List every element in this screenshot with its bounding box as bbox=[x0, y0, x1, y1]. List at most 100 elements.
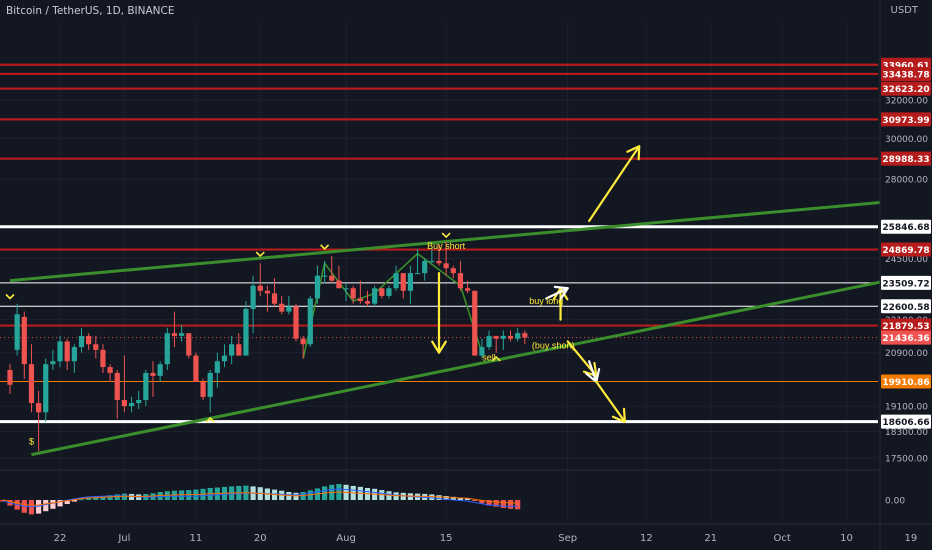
candle bbox=[357, 298, 363, 302]
chevron-marker bbox=[491, 355, 501, 362]
candle bbox=[64, 341, 70, 362]
candle bbox=[200, 381, 206, 397]
time-tick-label: Aug bbox=[336, 533, 356, 544]
level-label-box bbox=[881, 81, 931, 96]
trendline-lower-channel bbox=[31, 270, 932, 457]
macd-bar bbox=[493, 500, 499, 507]
level-label-box bbox=[881, 219, 931, 234]
candle bbox=[364, 301, 371, 304]
annotation-1: sell bbox=[482, 353, 496, 363]
price-tick-label: 19100.00 bbox=[885, 403, 928, 413]
candle bbox=[50, 361, 56, 365]
level-label-box bbox=[881, 242, 931, 257]
level-label: 22600.58 bbox=[882, 303, 929, 313]
candle bbox=[243, 308, 249, 356]
candle bbox=[100, 349, 106, 368]
candle bbox=[207, 372, 213, 397]
level-label-box bbox=[881, 66, 931, 81]
level-label: 32623.20 bbox=[882, 85, 929, 95]
trendline-upper-channel bbox=[9, 196, 932, 283]
macd-bar bbox=[507, 500, 514, 509]
macd-bar bbox=[479, 500, 485, 504]
macd-bar bbox=[293, 492, 299, 500]
candle bbox=[400, 273, 406, 291]
arrow-shaft bbox=[588, 145, 641, 223]
level-label-box bbox=[881, 374, 931, 389]
candle bbox=[21, 316, 27, 365]
candle bbox=[143, 372, 149, 400]
candle bbox=[322, 275, 328, 277]
candle bbox=[179, 333, 185, 336]
candle bbox=[429, 260, 435, 262]
macd-bar bbox=[486, 500, 492, 506]
candle bbox=[479, 347, 485, 356]
macd-bar bbox=[0, 500, 6, 502]
macd-bar bbox=[107, 495, 113, 500]
candle bbox=[157, 364, 163, 376]
candle bbox=[57, 341, 63, 362]
price-tick-label: 18300.00 bbox=[885, 428, 928, 438]
candle bbox=[443, 263, 449, 269]
macd-bar bbox=[100, 496, 106, 500]
level-label-box bbox=[881, 318, 931, 333]
candle bbox=[229, 344, 235, 356]
candle bbox=[164, 333, 170, 365]
price-tick-label: 28000.00 bbox=[885, 176, 928, 186]
arrow-shaft bbox=[545, 287, 569, 300]
macd-bar bbox=[114, 494, 120, 500]
candle bbox=[507, 335, 514, 339]
macd-bar bbox=[64, 500, 70, 504]
candle bbox=[450, 268, 456, 274]
arrow-head bbox=[582, 361, 598, 377]
time-tick-label: Sep bbox=[558, 533, 577, 544]
candle bbox=[379, 288, 385, 296]
time-tick-label: 22 bbox=[54, 533, 67, 544]
arrow-shaft bbox=[595, 380, 627, 423]
chevron-marker bbox=[205, 416, 215, 423]
candle bbox=[36, 403, 42, 413]
candle bbox=[279, 303, 285, 312]
candle bbox=[372, 288, 378, 304]
candle bbox=[221, 355, 228, 362]
candle bbox=[257, 285, 263, 291]
arrow-head bbox=[553, 285, 569, 301]
candle bbox=[136, 399, 142, 404]
macd-bar bbox=[450, 496, 456, 500]
chevron-marker bbox=[441, 232, 451, 239]
price-tick-label: 24500.00 bbox=[885, 255, 928, 265]
candle bbox=[78, 335, 85, 348]
candle bbox=[128, 403, 135, 407]
arrow-0 bbox=[588, 145, 641, 223]
candle bbox=[407, 273, 413, 291]
candle bbox=[293, 306, 299, 339]
candle bbox=[264, 290, 270, 294]
level-label-box bbox=[881, 299, 931, 314]
arrow-3 bbox=[545, 285, 569, 301]
macd-bar bbox=[50, 500, 56, 509]
macd-bar bbox=[472, 500, 478, 501]
macd-bar bbox=[465, 498, 471, 500]
level-label-box bbox=[881, 330, 931, 345]
candle bbox=[336, 280, 342, 289]
price-tick-label: 32000.00 bbox=[885, 97, 928, 107]
level-label: 28988.33 bbox=[882, 155, 929, 165]
macd-bar bbox=[71, 500, 77, 502]
candle bbox=[121, 399, 127, 407]
candle bbox=[286, 306, 292, 312]
macd-bar bbox=[400, 492, 406, 500]
candle bbox=[250, 285, 256, 309]
level-label: 25846.68 bbox=[882, 223, 929, 233]
time-tick-label: 11 bbox=[190, 533, 203, 544]
macd-bar bbox=[393, 492, 399, 500]
candle bbox=[472, 290, 478, 356]
chevron-marker bbox=[255, 251, 265, 258]
macd-bar bbox=[121, 493, 127, 500]
candle bbox=[350, 288, 356, 299]
arrow-head bbox=[626, 145, 641, 161]
macd-tick-label: 0.00 bbox=[885, 497, 905, 507]
candle bbox=[114, 372, 120, 400]
level-label: 21879.53 bbox=[882, 322, 929, 332]
price-tick-label: 20900.00 bbox=[885, 349, 928, 359]
